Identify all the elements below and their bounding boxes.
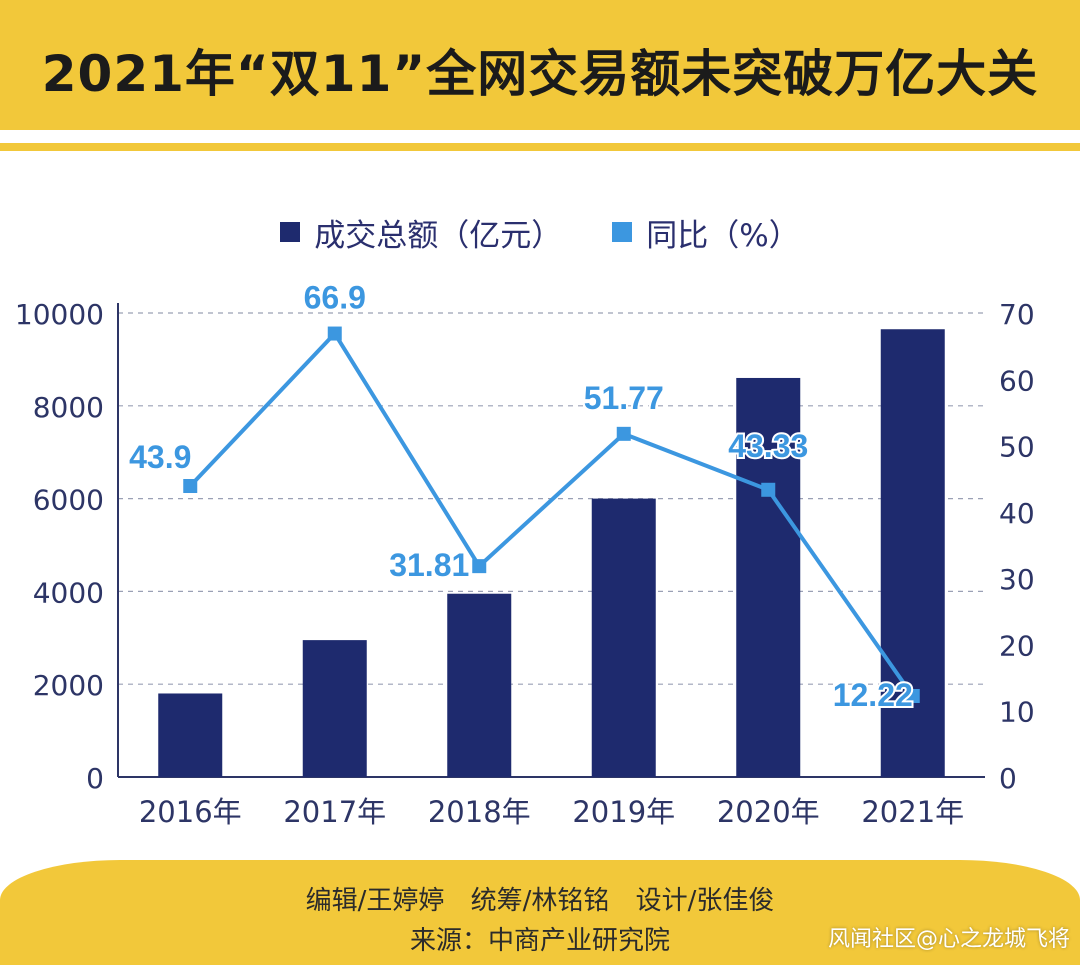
- right-tick-label: 50: [999, 431, 1035, 464]
- right-tick-label: 30: [999, 563, 1035, 596]
- right-tick-label: 20: [999, 629, 1035, 662]
- data-label: 43.9: [129, 439, 191, 475]
- x-tick-label: 2021年: [861, 795, 964, 829]
- right-tick-label: 10: [999, 696, 1035, 729]
- right-tick-label: 40: [999, 497, 1035, 530]
- left-tick-label: 8000: [33, 391, 104, 424]
- header-banner: 2021年“双11”全网交易额未突破万亿大关: [0, 0, 1080, 130]
- legend-item-yoy: 同比（%）: [612, 210, 800, 255]
- x-tick-label: 2017年: [283, 795, 386, 829]
- chart-legend: 成交总额（亿元） 同比（%）: [0, 210, 1080, 255]
- x-tick-label: 2016年: [139, 795, 242, 829]
- left-tick-label: 4000: [33, 576, 104, 609]
- bar: [447, 593, 512, 777]
- community-watermark: 风闻社区@心之龙城飞将: [827, 927, 1070, 952]
- legend-label-yoy: 同比（%）: [646, 217, 800, 254]
- chart-title: 2021年“双11”全网交易额未突破万亿大关: [41, 45, 1039, 103]
- data-label: 12.22: [833, 677, 913, 713]
- credits-text: 编辑/王婷婷 统筹/林铭铭 设计/张佳俊: [305, 886, 775, 916]
- line-point: [616, 426, 631, 441]
- right-tick-label: 0: [999, 762, 1017, 795]
- combo-chart: 0 2000 4000 6000 8000 10000 0 10 20 30 40 50 60 70 4…: [15, 278, 1035, 829]
- right-axis-ticks: 0 10 20 30 40 50 60 70: [999, 298, 1035, 795]
- left-axis-ticks: 0 2000 4000 6000 8000 10000: [15, 298, 104, 795]
- data-label: 51.77: [584, 380, 664, 416]
- line-point: [472, 559, 487, 574]
- bar: [302, 640, 367, 777]
- left-tick-label: 10000: [15, 298, 104, 331]
- line-point: [183, 479, 198, 494]
- x-tick-label: 2020年: [717, 795, 820, 829]
- legend-item-amount: 成交总额（亿元）: [280, 210, 562, 255]
- left-tick-label: 2000: [33, 669, 104, 702]
- left-tick-label: 6000: [33, 484, 104, 517]
- bar: [591, 498, 656, 777]
- footer-banner: 编辑/王婷婷 统筹/林铭铭 设计/张佳俊 来源：中商产业研究院: [0, 860, 1080, 965]
- gridlines: [117, 303, 985, 778]
- x-tick-label: 2018年: [428, 795, 531, 829]
- legend-swatch-bar-icon: [280, 222, 301, 242]
- x-tick-label: 2019年: [572, 795, 675, 829]
- bar-series: [158, 329, 945, 777]
- line-point: [761, 482, 776, 497]
- line-point: [327, 326, 342, 341]
- line-point: [905, 688, 920, 703]
- x-axis-labels: 2016年 2017年 2018年 2019年 2020年 2021年: [139, 795, 964, 829]
- left-tick-label: 0: [86, 762, 104, 795]
- data-label: 43.33: [728, 428, 808, 464]
- legend-label-amount: 成交总额（亿元）: [314, 217, 563, 254]
- header-stripe: [0, 143, 1080, 151]
- bar: [736, 377, 801, 777]
- line-series: 43.9 66.9 31.81 51.77 43.33 12.22: [127, 278, 920, 715]
- data-label: 66.9: [304, 280, 366, 316]
- yoy-line: [188, 331, 915, 698]
- bar: [158, 693, 223, 777]
- data-label: 31.81: [389, 547, 469, 583]
- right-tick-label: 70: [999, 298, 1035, 331]
- legend-swatch-line-icon: [612, 222, 633, 242]
- right-tick-label: 60: [999, 364, 1035, 397]
- source-text: 来源：中商产业研究院: [409, 926, 670, 956]
